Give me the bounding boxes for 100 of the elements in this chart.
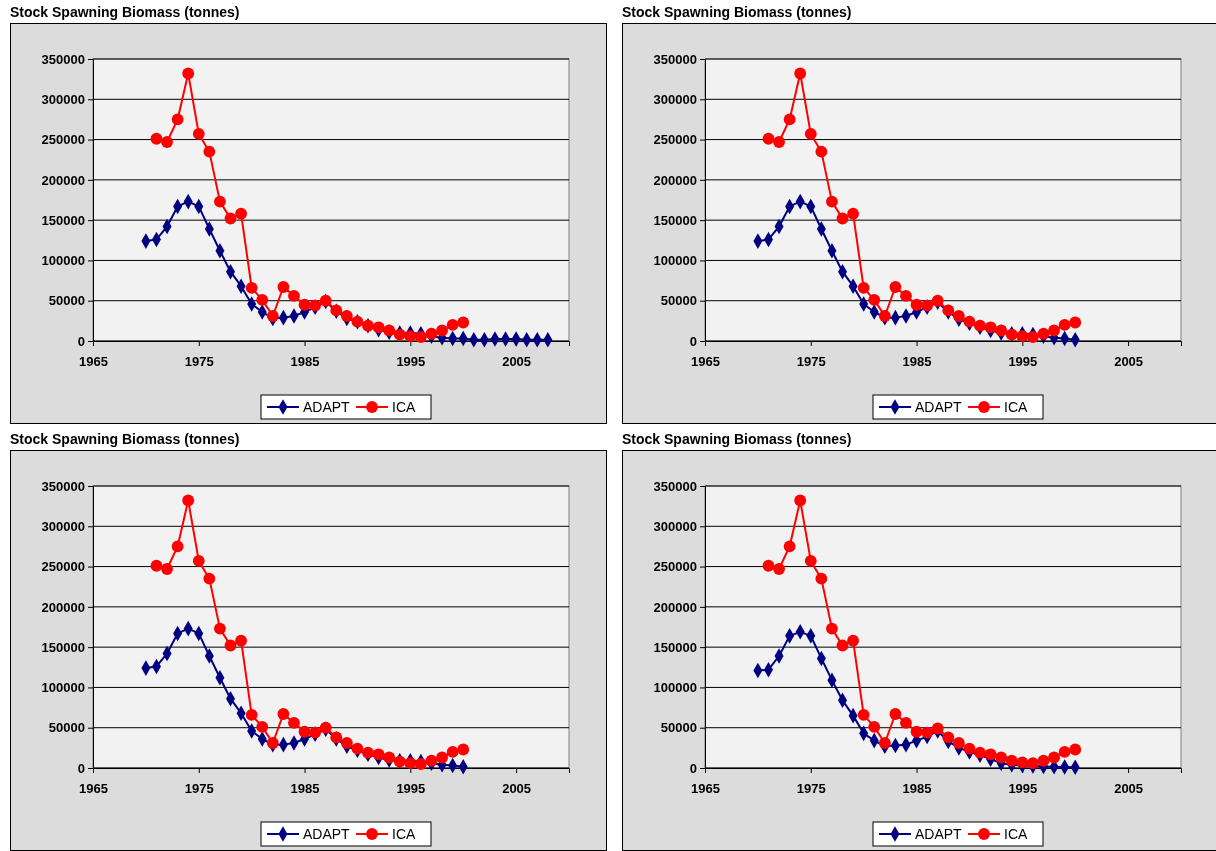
point: [910, 298, 923, 311]
point: [995, 751, 1008, 764]
legend-label: ADAPT: [915, 826, 963, 842]
point: [161, 136, 173, 148]
point: [1016, 756, 1029, 769]
point: [826, 622, 838, 635]
y-tick-label: 50000: [48, 720, 85, 736]
point: [319, 721, 332, 734]
point: [878, 310, 891, 322]
y-tick-label: 300000: [653, 91, 697, 107]
chart-title: Stock Spawning Biomass (tonnes): [10, 431, 240, 447]
x-tick-label: 1985: [902, 353, 932, 369]
point: [773, 136, 785, 148]
point: [762, 132, 775, 145]
point: [192, 555, 205, 567]
point: [857, 708, 870, 721]
point: [266, 310, 279, 322]
point: [1037, 754, 1050, 767]
x-tick-label: 2005: [1114, 353, 1144, 369]
x-tick-label: 1985: [290, 780, 320, 796]
point: [340, 310, 353, 322]
point: [288, 716, 300, 729]
y-tick-label: 100000: [41, 253, 85, 269]
point: [214, 195, 226, 208]
y-tick-label: 200000: [41, 599, 85, 615]
x-tick-label: 1975: [796, 780, 826, 796]
point: [1058, 318, 1071, 331]
x-tick-label: 1975: [184, 353, 214, 369]
y-tick-label: 200000: [653, 599, 697, 615]
point: [783, 113, 796, 126]
point: [203, 145, 216, 158]
point: [952, 737, 965, 749]
point: [995, 324, 1008, 337]
point: [1005, 754, 1018, 767]
point: [910, 725, 923, 738]
point: [942, 731, 955, 744]
y-tick-label: 200000: [41, 172, 85, 188]
point: [266, 737, 279, 749]
point: [963, 315, 976, 328]
point: [900, 289, 912, 302]
x-tick-label: 2005: [502, 353, 532, 369]
legend-label: ICA: [392, 399, 416, 415]
y-tick-label: 300000: [653, 518, 697, 534]
point: [762, 559, 775, 572]
y-tick-label: 350000: [653, 478, 697, 494]
x-tick-label: 2005: [502, 780, 532, 796]
x-tick-label: 1985: [902, 780, 932, 796]
x-tick-label: 1975: [796, 353, 826, 369]
point: [277, 281, 290, 293]
point: [963, 742, 976, 755]
point: [235, 634, 248, 647]
point: [245, 281, 258, 294]
point: [773, 563, 785, 575]
point: [952, 310, 965, 322]
point: [171, 113, 184, 126]
y-tick-label: 250000: [653, 559, 697, 575]
point: [446, 318, 459, 331]
point: [921, 726, 934, 739]
point: [794, 67, 807, 80]
point: [182, 67, 195, 80]
y-tick-label: 150000: [41, 212, 85, 228]
point: [836, 212, 849, 225]
point: [150, 132, 163, 145]
chart-title: Stock Spawning Biomass (tonnes): [10, 4, 240, 20]
point: [974, 319, 986, 332]
point: [446, 745, 459, 758]
point: [984, 321, 997, 334]
point: [298, 725, 311, 738]
point: [857, 281, 870, 294]
point: [245, 708, 258, 721]
point: [362, 746, 374, 759]
x-tick-label: 1995: [396, 353, 426, 369]
point: [351, 742, 364, 755]
point: [372, 321, 385, 334]
x-tick-label: 2005: [1114, 780, 1144, 796]
point: [203, 572, 216, 585]
y-tick-label: 0: [77, 760, 85, 776]
y-tick-label: 50000: [48, 293, 85, 309]
point: [425, 327, 438, 340]
legend-label: ADAPT: [303, 826, 351, 842]
x-tick-label: 1965: [79, 353, 108, 369]
point: [150, 559, 163, 572]
point: [931, 294, 944, 307]
legend-label: ICA: [1004, 399, 1028, 415]
x-tick-label: 1975: [184, 780, 214, 796]
point: [783, 540, 796, 553]
point: [414, 758, 427, 770]
point: [889, 281, 902, 293]
y-tick-label: 50000: [660, 720, 697, 736]
point: [804, 128, 817, 140]
point: [182, 494, 195, 507]
y-tick-label: 250000: [41, 132, 85, 148]
y-tick-label: 100000: [653, 253, 697, 269]
point: [256, 721, 269, 733]
point: [457, 743, 470, 756]
y-tick-label: 300000: [41, 518, 85, 534]
y-tick-label: 150000: [653, 639, 697, 655]
point: [214, 622, 226, 635]
point: [171, 540, 184, 553]
point: [900, 716, 912, 729]
